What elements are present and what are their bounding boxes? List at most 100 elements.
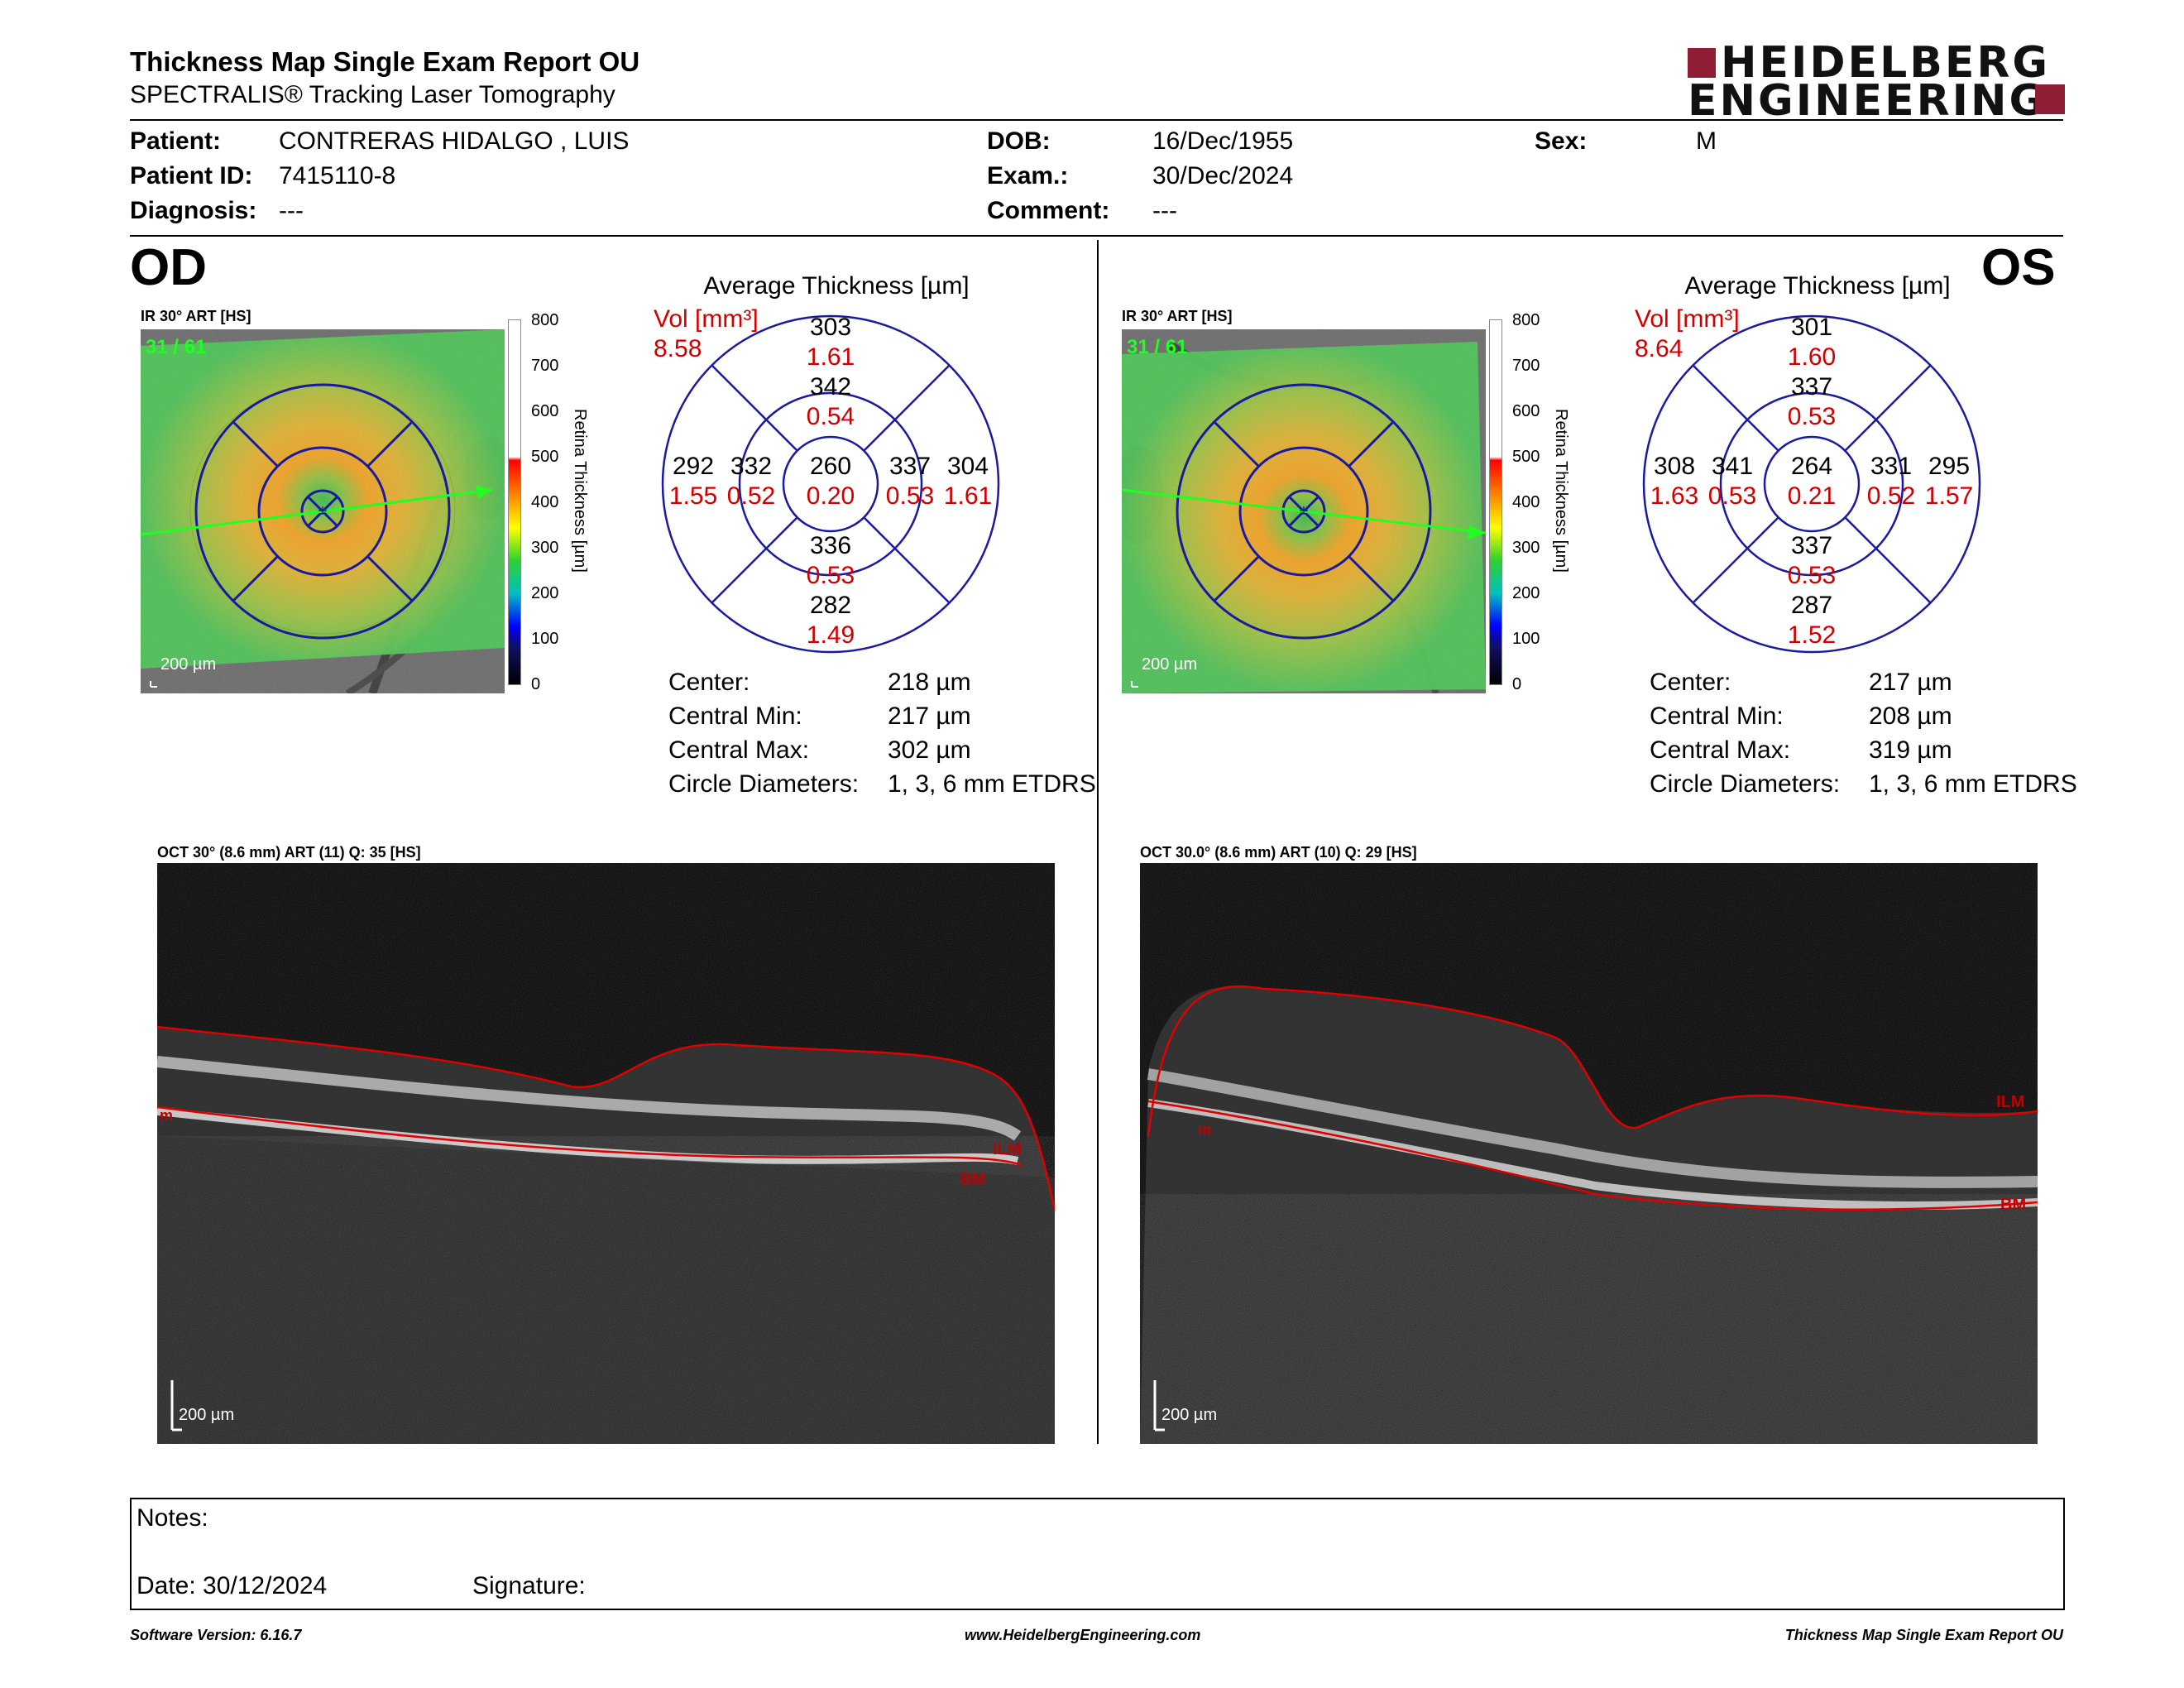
svg-text:+: +: [318, 502, 328, 520]
os-etdrs-grid: Average Thickness [µm] Vol [mm³] 8.64 30…: [1614, 269, 2011, 666]
od-tick: 100: [531, 630, 559, 648]
od-stats: Center: 218 µm Central Min: 217 µm Centr…: [668, 669, 1099, 809]
os-outer-temporal: 308: [1653, 453, 1696, 480]
od-stat-value: 302 µm: [888, 736, 971, 764]
report-subtitle: SPECTRALIS® Tracking Laser Tomography: [130, 81, 615, 108]
os-scale-ticks: 800 700 600 500 400 300 200 100 0: [1502, 311, 1540, 693]
os-oct-scan: m ILM BM 200 µm: [1140, 863, 2038, 1444]
od-outer-superior: 303: [809, 314, 852, 341]
od-center-vol: 0.20: [806, 482, 855, 510]
od-scale-ticks: 800 700 600 500 400 300 200 100 0: [521, 311, 558, 693]
os-slice-indicator: 31 / 61: [1127, 336, 1188, 358]
diagnosis-value: ---: [279, 197, 304, 224]
os-tick: 300: [1512, 539, 1540, 557]
os-fundus-image: + 31 / 61 200 µm: [1114, 329, 1487, 695]
os-outer-temporal-vol: 1.63: [1650, 482, 1699, 510]
od-vol-value: 8.58: [654, 335, 702, 362]
os-outer-superior-vol: 1.60: [1787, 343, 1837, 371]
os-tick: 100: [1512, 630, 1540, 648]
os-outer-nasal: 295: [1928, 453, 1971, 480]
patient-id-label: Patient ID:: [130, 162, 253, 189]
os-fundus-svg: +: [1114, 329, 1487, 695]
os-inner-superior-vol: 0.53: [1787, 403, 1837, 430]
exam-label: Exam.:: [987, 162, 1069, 189]
os-outer-inferior-vol: 1.52: [1787, 621, 1837, 649]
od-tick: 400: [531, 493, 559, 511]
od-layer-ilm: ILM: [993, 1140, 1022, 1158]
od-inner-nasal-vol: 0.53: [885, 482, 935, 510]
notes-label: Notes:: [136, 1504, 208, 1532]
od-ir-label: IR 30° ART [HS]: [141, 308, 251, 324]
od-outer-superior-vol: 1.61: [806, 343, 855, 371]
od-center: 260: [809, 453, 852, 480]
os-thickness-scale: [1489, 319, 1502, 685]
info-divider: [130, 235, 2063, 237]
os-eye-label: OS: [1981, 239, 2056, 296]
od-slice-indicator: 31 / 61: [146, 336, 207, 358]
od-outer-nasal: 304: [946, 453, 989, 480]
od-tick: 200: [531, 584, 559, 602]
od-stat-label: Central Max:: [668, 736, 810, 764]
logo-square-bottom: [2035, 84, 2065, 114]
os-outer-nasal-vol: 1.57: [1924, 482, 1974, 510]
date-label: Date: 30/12/2024: [136, 1572, 328, 1599]
od-oct-label: OCT 30° (8.6 mm) ART (11) Q: 35 [HS]: [157, 844, 421, 861]
os-stats: Center: 217 µm Central Min: 208 µm Centr…: [1650, 669, 2113, 809]
footer-software-version: Software Version: 6.16.7: [130, 1627, 302, 1643]
os-stat-label: Central Max:: [1650, 736, 1791, 764]
od-inner-superior: 342: [809, 373, 852, 400]
os-tick: 500: [1512, 448, 1540, 466]
os-tick: 800: [1512, 311, 1540, 329]
os-layer-bm: BM: [2000, 1196, 2027, 1214]
os-tick: 400: [1512, 493, 1540, 511]
dob-label: DOB:: [987, 127, 1051, 155]
od-outer-inferior: 282: [809, 592, 852, 619]
od-oct-svg: [157, 863, 1055, 1444]
od-tick: 0: [531, 675, 541, 693]
os-outer-inferior: 287: [1790, 592, 1833, 619]
os-oct-scalebar-label: 200 µm: [1161, 1406, 1218, 1424]
od-tick: 800: [531, 311, 559, 329]
sex-label: Sex:: [1535, 127, 1588, 155]
diagnosis-label: Diagnosis:: [130, 197, 257, 224]
dob-value: 16/Dec/1955: [1152, 127, 1294, 155]
notes-box[interactable]: Notes: Date: 30/12/2024 Signature:: [130, 1498, 2065, 1610]
od-oct-scan: m ILM BM 200 µm: [157, 863, 1055, 1444]
os-inner-temporal-vol: 0.53: [1707, 482, 1757, 510]
svg-text:+: +: [1299, 502, 1309, 520]
os-scalebar-label: 200 µm: [1142, 655, 1198, 674]
od-vol-label: Vol [mm³]: [654, 305, 759, 333]
footer-website-link[interactable]: www.HeidelbergEngineering.com: [965, 1627, 1201, 1643]
os-inner-temporal: 341: [1711, 453, 1754, 480]
os-stat-value: 1, 3, 6 mm ETDRS: [1869, 770, 2077, 798]
os-center-vol: 0.21: [1787, 482, 1837, 510]
signature-label: Signature:: [472, 1572, 586, 1599]
od-layer-m: m: [160, 1107, 174, 1124]
os-scale-axis-label: Retina Thickness [µm]: [1552, 409, 1570, 573]
od-stat-value: 218 µm: [888, 669, 971, 696]
od-etdrs-grid: Average Thickness [µm] Vol [mm³] 8.58 30…: [633, 269, 1030, 666]
od-thickness-scale: [508, 319, 521, 685]
os-stat-value: 208 µm: [1869, 703, 1952, 730]
patient-label: Patient:: [130, 127, 222, 155]
od-grid-svg: [661, 314, 1000, 654]
od-eye-label: OD: [130, 239, 207, 296]
os-vol-value: 8.64: [1635, 335, 1684, 362]
sex-value: M: [1696, 127, 1717, 155]
os-grid-title: Average Thickness [µm]: [1684, 272, 1951, 300]
os-ir-label: IR 30° ART [HS]: [1122, 308, 1233, 324]
patient-name: CONTRERAS HIDALGO , LUIS: [279, 127, 630, 155]
od-oct-scalebar-label: 200 µm: [179, 1406, 235, 1424]
os-stat-label: Central Min:: [1650, 703, 1784, 730]
os-tick: 600: [1512, 402, 1540, 420]
od-tick: 500: [531, 448, 559, 466]
od-outer-temporal: 292: [672, 453, 715, 480]
od-stat-label: Central Min:: [668, 703, 802, 730]
os-stat-value: 319 µm: [1869, 736, 1952, 764]
od-inner-inferior: 336: [809, 532, 852, 559]
os-inner-superior: 337: [1790, 373, 1833, 400]
od-tick: 700: [531, 357, 559, 375]
od-outer-temporal-vol: 1.55: [668, 482, 718, 510]
od-inner-temporal: 332: [730, 453, 773, 480]
os-layer-ilm: ILM: [1996, 1093, 2025, 1111]
